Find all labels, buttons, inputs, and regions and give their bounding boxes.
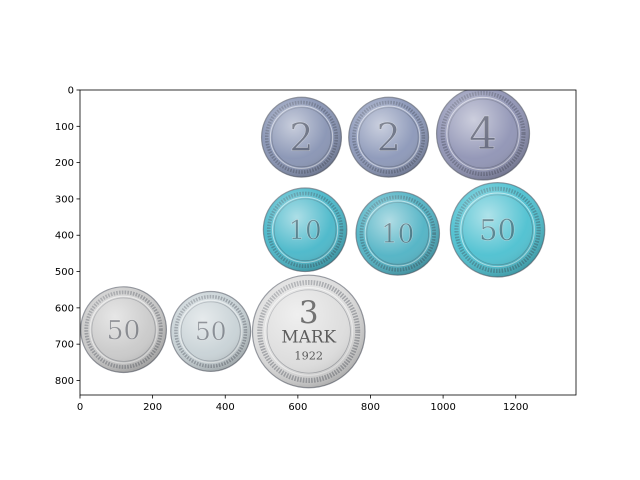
x-tick-label: 800: [361, 402, 380, 413]
svg-text:3: 3: [299, 295, 319, 331]
y-axis: 0 100 200 300 400 500 600 700 800: [55, 86, 80, 387]
x-tick-label: 1000: [430, 402, 455, 413]
svg-text:4: 4: [469, 109, 497, 160]
coin-10-b: 10: [355, 191, 441, 276]
y-tick-label: 200: [55, 158, 74, 169]
coin-2-b: 2: [348, 96, 430, 178]
svg-text:MARK: MARK: [281, 327, 336, 347]
svg-text:50: 50: [195, 317, 227, 346]
svg-text:50: 50: [107, 315, 141, 346]
x-tick-label: 1200: [503, 402, 528, 413]
y-tick-label: 0: [68, 86, 74, 97]
coin-2-a: 2: [260, 96, 343, 178]
x-tick-label: 600: [288, 402, 307, 413]
svg-text:2: 2: [289, 115, 313, 159]
coin-50-teal: 50: [449, 181, 546, 278]
y-tick-label: 400: [55, 231, 74, 242]
x-tick-label: 200: [143, 402, 162, 413]
y-tick-label: 700: [55, 340, 74, 351]
y-tick-label: 500: [55, 267, 74, 278]
plot-frame: [79, 89, 577, 396]
x-tick-label: 400: [216, 402, 235, 413]
coin-10-a: 10: [262, 187, 348, 273]
x-axis: 0 200 400 600 800 1000 1200: [77, 395, 528, 413]
svg-text:10: 10: [289, 216, 322, 246]
svg-text:50: 50: [479, 213, 516, 247]
svg-text:10: 10: [381, 219, 414, 249]
y-tick-label: 800: [55, 376, 74, 387]
y-tick-label: 100: [55, 122, 74, 133]
coin-50-b: 50: [170, 290, 252, 372]
svg-text:1922: 1922: [294, 350, 323, 363]
y-tick-label: 300: [55, 194, 74, 205]
y-tick-label: 600: [55, 303, 74, 314]
coin-4: 4: [435, 90, 531, 181]
svg-text:2: 2: [377, 115, 401, 159]
x-tick-label: 0: [77, 402, 83, 413]
coin-50-a: 50: [80, 286, 168, 374]
